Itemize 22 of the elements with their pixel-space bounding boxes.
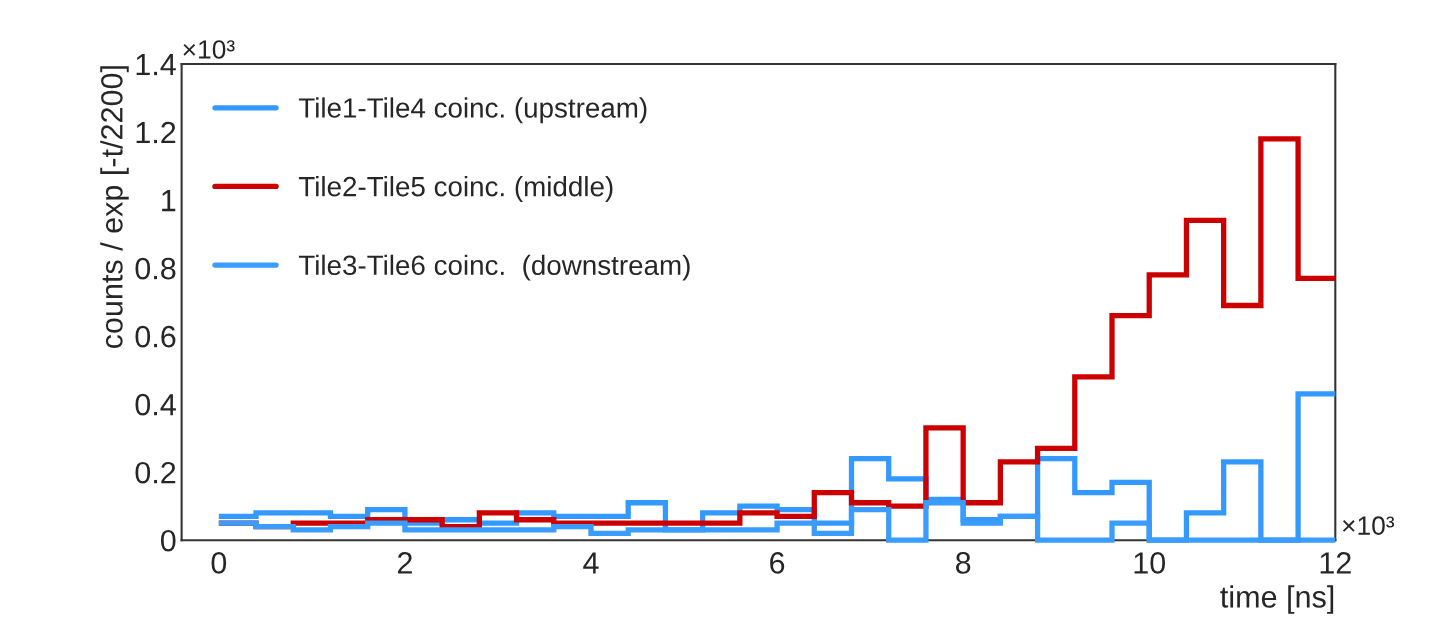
x-tick-label: 2 bbox=[397, 552, 412, 574]
y-tick-label: 1.4 bbox=[136, 54, 176, 76]
y-tick-label: 0.8 bbox=[135, 257, 176, 280]
legend-label: Tile1-Tile4 coinc. (upstream) bbox=[298, 97, 647, 124]
y-axis-title: counts / exp [-t/2200] bbox=[100, 66, 129, 349]
x-axis-title: time [ns] bbox=[1220, 585, 1334, 614]
x-tick-label: 0 bbox=[211, 552, 227, 574]
legend-label: Tile2-Tile5 coinc. (middle) bbox=[298, 176, 613, 202]
y-tick-label: 0 bbox=[160, 529, 176, 552]
y-tick-label: 0.2 bbox=[135, 461, 176, 484]
y-tick-label: 1.2 bbox=[136, 121, 176, 144]
y-tick-label: 0.4 bbox=[135, 393, 176, 416]
y-tick-label: 0.6 bbox=[135, 325, 176, 348]
legend-label: Tile3-Tile6 coinc. (downstream) bbox=[298, 254, 690, 281]
x-tick-label: 4 bbox=[583, 552, 599, 574]
x-tick-label: 12 bbox=[1320, 552, 1351, 574]
x-tick-label: 10 bbox=[1134, 552, 1166, 574]
x-tick-label: 8 bbox=[955, 552, 971, 574]
x-tick-label: 6 bbox=[770, 552, 785, 574]
text: ×10³ bbox=[1342, 516, 1395, 535]
text: ×10³ bbox=[183, 40, 235, 59]
y-tick-label: 1 bbox=[162, 190, 176, 212]
